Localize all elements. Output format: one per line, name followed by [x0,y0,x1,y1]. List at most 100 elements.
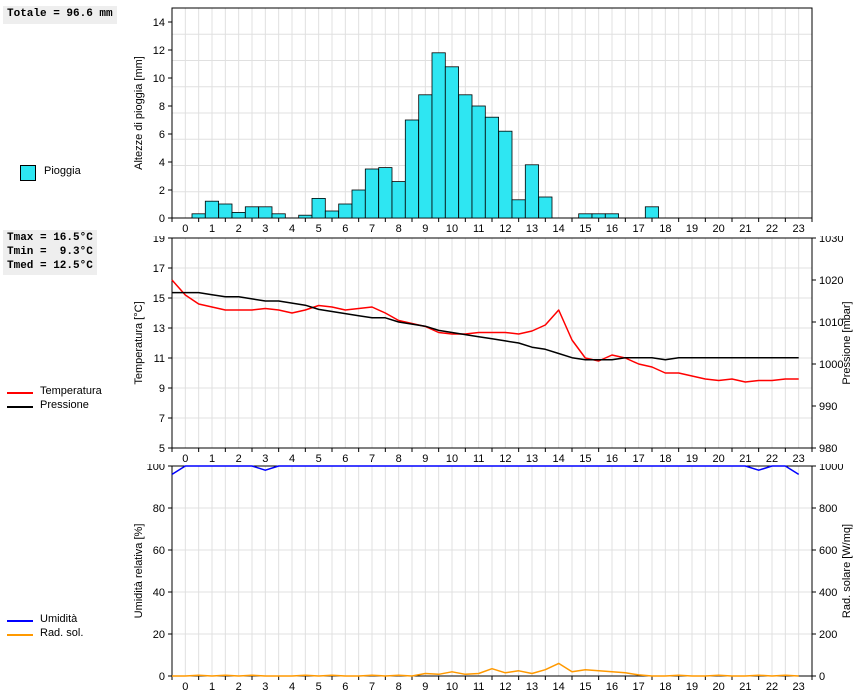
svg-text:9: 9 [422,681,428,693]
svg-text:Pressione [mbar]: Pressione [mbar] [841,301,853,384]
svg-text:15: 15 [153,293,165,305]
svg-text:0: 0 [159,213,165,225]
svg-text:2: 2 [236,223,242,235]
legend-pressione-line [7,406,33,408]
svg-text:11: 11 [473,681,484,693]
svg-text:9: 9 [422,223,428,235]
svg-text:15: 15 [579,223,591,235]
svg-text:60: 60 [153,545,165,557]
svg-text:11: 11 [473,223,484,235]
svg-text:20: 20 [713,681,725,693]
svg-text:4: 4 [289,223,295,235]
legend-pioggia-swatch [20,165,36,181]
svg-text:Temperatura [°C]: Temperatura [°C] [133,301,145,384]
svg-text:2: 2 [236,681,242,693]
legend-radsol-line [7,634,33,636]
svg-text:1030: 1030 [819,236,843,245]
svg-text:23: 23 [793,681,805,693]
svg-text:20: 20 [713,223,725,235]
svg-text:1: 1 [209,223,215,235]
svg-text:13: 13 [153,323,165,335]
svg-text:0: 0 [159,671,165,683]
svg-text:18: 18 [659,223,671,235]
legend-umidita-line [7,620,33,622]
svg-text:5: 5 [316,223,322,235]
svg-text:200: 200 [819,629,837,641]
svg-text:21: 21 [739,223,751,235]
chart-panel-2-temp-press: 0123456789101112131415161718192021222357… [130,236,854,466]
svg-text:40: 40 [153,587,165,599]
svg-text:10: 10 [153,73,165,85]
legend-temperatura-line [7,392,33,394]
svg-text:17: 17 [153,263,165,275]
svg-text:1000: 1000 [819,359,843,371]
svg-text:6: 6 [159,129,165,141]
svg-text:Altezze di pioggia [mm]: Altezze di pioggia [mm] [133,56,145,170]
legend-pioggia-label: Pioggia [44,165,81,177]
svg-text:5: 5 [316,681,322,693]
svg-text:12: 12 [153,45,165,57]
svg-text:9: 9 [159,383,165,395]
svg-text:0: 0 [819,671,825,683]
svg-text:7: 7 [369,681,375,693]
svg-text:0: 0 [182,681,188,693]
svg-text:8: 8 [396,681,402,693]
svg-text:Umidità relativa [%]: Umidità relativa [%] [133,524,145,619]
svg-text:8: 8 [396,223,402,235]
svg-text:23: 23 [793,223,805,235]
svg-text:14: 14 [553,223,565,235]
svg-text:10: 10 [446,223,458,235]
svg-text:8: 8 [159,101,165,113]
svg-text:1000: 1000 [819,464,843,473]
svg-text:4: 4 [289,681,295,693]
svg-text:19: 19 [153,236,165,245]
svg-text:12: 12 [499,223,511,235]
svg-text:100: 100 [147,464,165,473]
svg-text:3: 3 [262,681,268,693]
svg-text:11: 11 [154,353,165,365]
svg-text:7: 7 [159,413,165,425]
chart-panel-3-umid-rad: 0123456789101112131415161718192021222302… [130,464,854,694]
svg-text:400: 400 [819,587,837,599]
svg-text:5: 5 [159,443,165,455]
svg-text:21: 21 [739,681,751,693]
svg-text:990: 990 [819,401,837,413]
panel1-summary: Totale = 96.6 mm [3,6,117,24]
svg-text:3: 3 [262,223,268,235]
svg-text:Rad. solare [W/mq]: Rad. solare [W/mq] [841,524,853,618]
svg-text:19: 19 [686,681,698,693]
svg-text:20: 20 [153,629,165,641]
svg-text:10: 10 [446,681,458,693]
svg-text:13: 13 [526,681,538,693]
svg-text:600: 600 [819,545,837,557]
panel2-summary: Tmax = 16.5°C Tmin = 9.3°C Tmed = 12.5°C [3,230,97,275]
svg-text:15: 15 [579,681,591,693]
svg-text:17: 17 [633,681,645,693]
svg-text:16: 16 [606,223,618,235]
legend-temperatura-label: Temperatura [40,385,102,397]
svg-text:6: 6 [342,223,348,235]
svg-text:16: 16 [606,681,618,693]
legend-pressione-label: Pressione [40,399,89,411]
svg-text:980: 980 [819,443,837,455]
svg-text:4: 4 [159,157,165,169]
svg-text:13: 13 [526,223,538,235]
svg-text:17: 17 [633,223,645,235]
svg-text:800: 800 [819,503,837,515]
chart-panel-1-pioggia: 0123456789101112131415161718192021222302… [130,6,822,236]
svg-text:22: 22 [766,223,778,235]
svg-text:14: 14 [153,17,165,29]
svg-text:18: 18 [659,681,671,693]
svg-text:6: 6 [342,681,348,693]
svg-text:7: 7 [369,223,375,235]
svg-text:1010: 1010 [819,317,843,329]
svg-text:1020: 1020 [819,275,843,287]
svg-text:14: 14 [553,681,565,693]
svg-text:22: 22 [766,681,778,693]
svg-text:0: 0 [182,223,188,235]
svg-text:80: 80 [153,503,165,515]
legend-umidita-label: Umidità [40,613,77,625]
svg-text:2: 2 [159,185,165,197]
svg-text:1: 1 [209,681,215,693]
legend-radsol-label: Rad. sol. [40,627,83,639]
